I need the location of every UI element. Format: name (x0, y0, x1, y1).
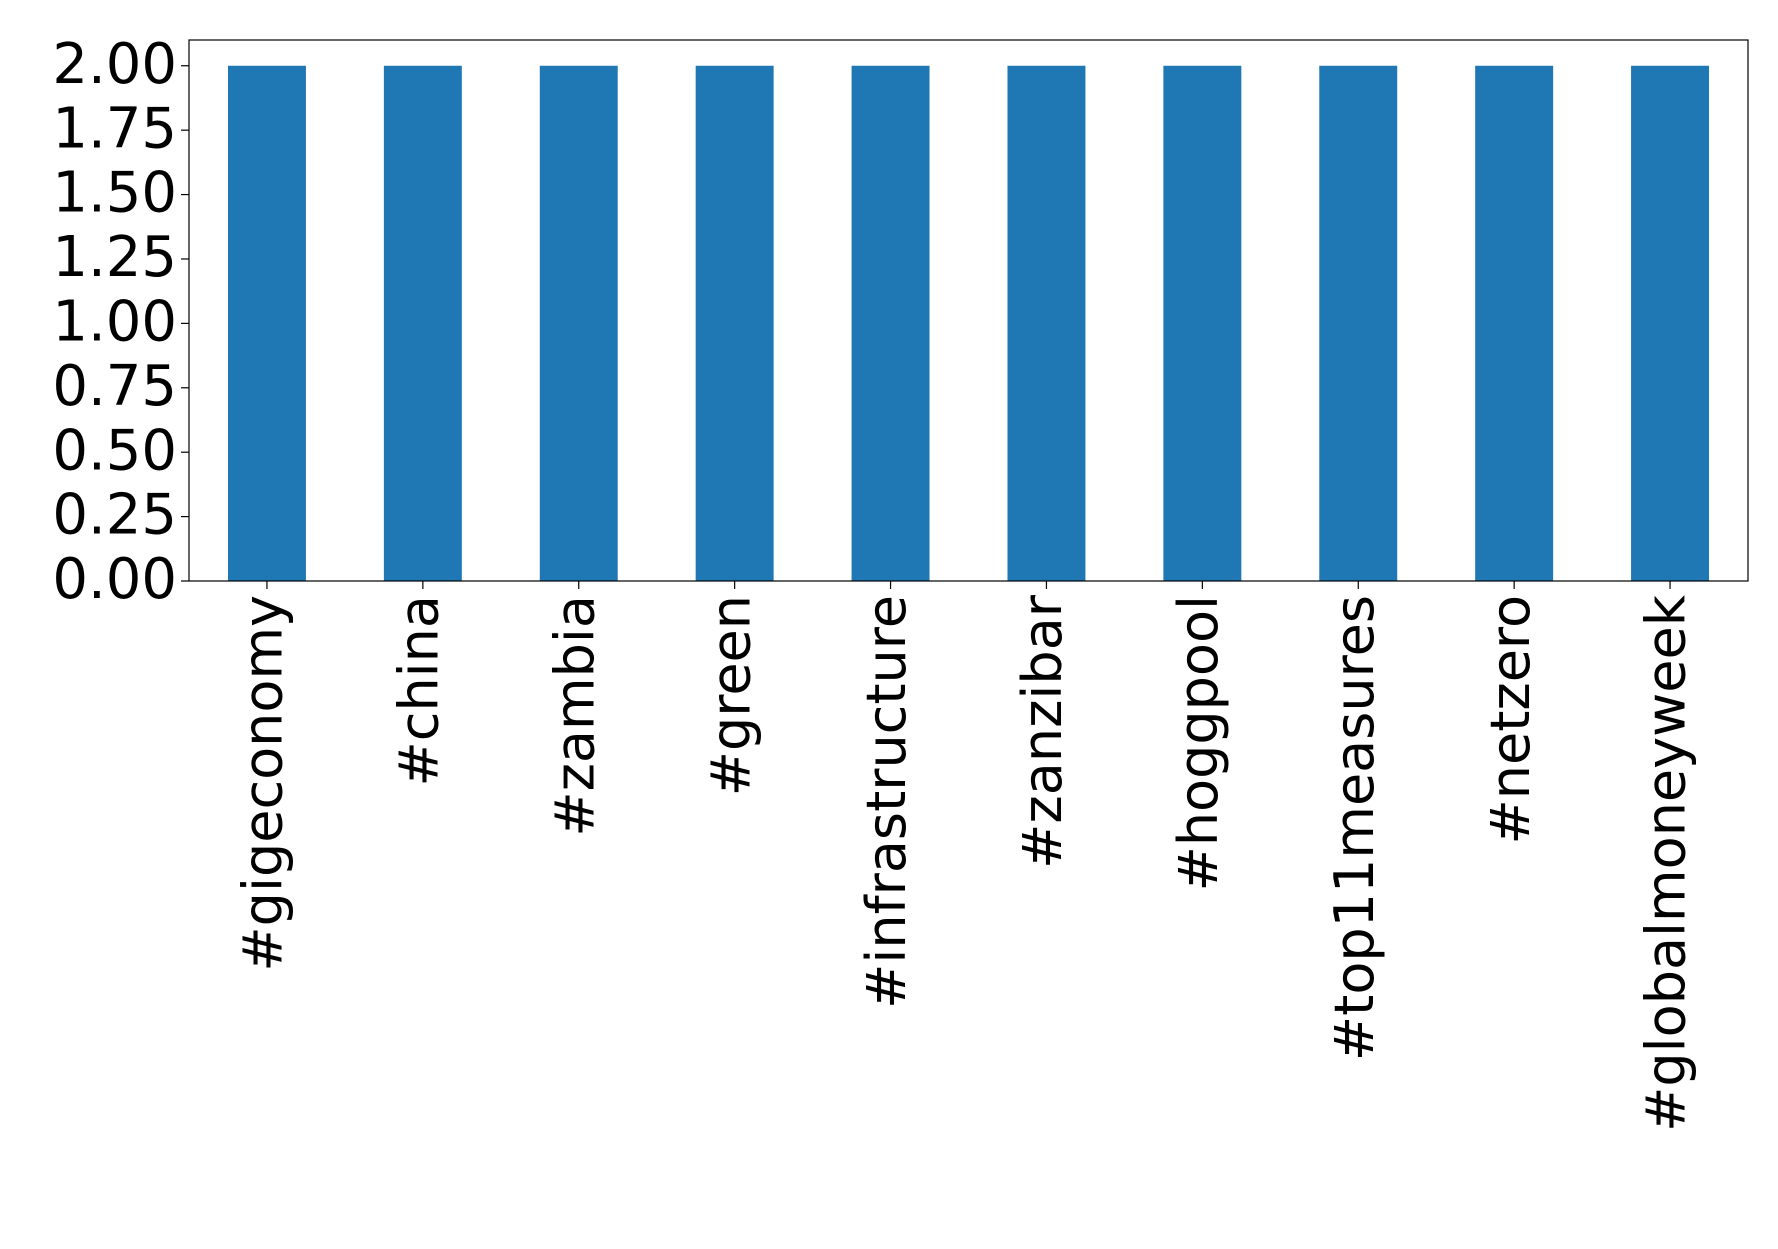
bar (851, 65, 930, 581)
x-tick-label: #zambia (543, 595, 606, 837)
y-tick-label: 0.00 (52, 547, 177, 612)
x-tick-label: #hoggpool (1167, 595, 1230, 891)
x-tick-label: #green (699, 595, 762, 796)
x-tick-label: #top11measures (1323, 595, 1386, 1061)
bar (227, 65, 306, 581)
x-tick-label: #china (387, 595, 450, 786)
plot-frame (188, 39, 1749, 582)
y-tick-label: 1.75 (52, 96, 177, 161)
y-tick-label: 0.75 (52, 354, 177, 419)
x-tick-label: #globalmoneyweek (1635, 594, 1698, 1132)
bar (1475, 65, 1554, 581)
x-tick-label: #zanzibar (1011, 594, 1074, 869)
bar (1319, 65, 1398, 581)
bar (1007, 65, 1086, 581)
x-tick-label: #netzero (1479, 595, 1542, 845)
bar (539, 65, 618, 581)
y-tick-label: 2.00 (52, 32, 177, 97)
y-tick-label: 0.50 (52, 418, 177, 483)
y-tick-label: 0.25 (52, 483, 177, 548)
bar (695, 65, 774, 581)
bar (1163, 65, 1242, 581)
bar (1631, 65, 1710, 581)
y-tick-label: 1.00 (52, 290, 177, 355)
y-tick-label: 1.25 (52, 225, 177, 290)
bar (383, 65, 462, 581)
x-tick-label: #gigeconomy (232, 595, 295, 972)
x-tick-label: #infrastructure (855, 595, 918, 1009)
y-tick-label: 1.50 (52, 161, 177, 226)
